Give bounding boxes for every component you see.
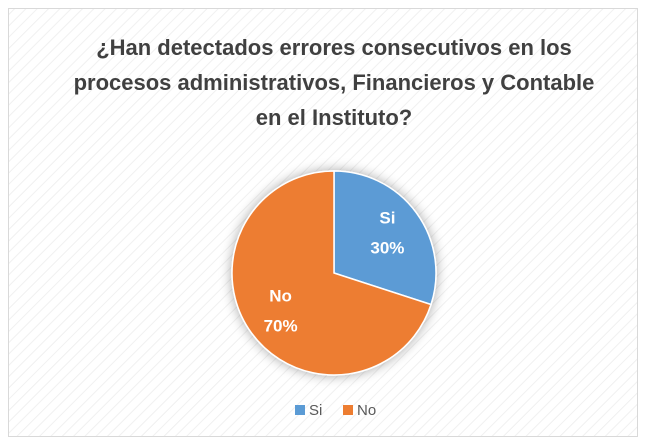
data-label-name: No xyxy=(269,286,292,305)
data-label-name: Si xyxy=(379,209,395,228)
legend-swatch xyxy=(295,405,305,415)
legend-swatch xyxy=(343,405,353,415)
data-label-value: 70% xyxy=(264,316,298,335)
pie-slice xyxy=(333,170,437,306)
pie-slice xyxy=(231,170,432,376)
data-label-value: 30% xyxy=(370,239,404,258)
chart-title: ¿Han detectados errores consecutivos en … xyxy=(73,35,595,130)
legend-label: No xyxy=(357,402,376,419)
pie xyxy=(231,170,437,376)
legend-label: Si xyxy=(309,402,322,419)
